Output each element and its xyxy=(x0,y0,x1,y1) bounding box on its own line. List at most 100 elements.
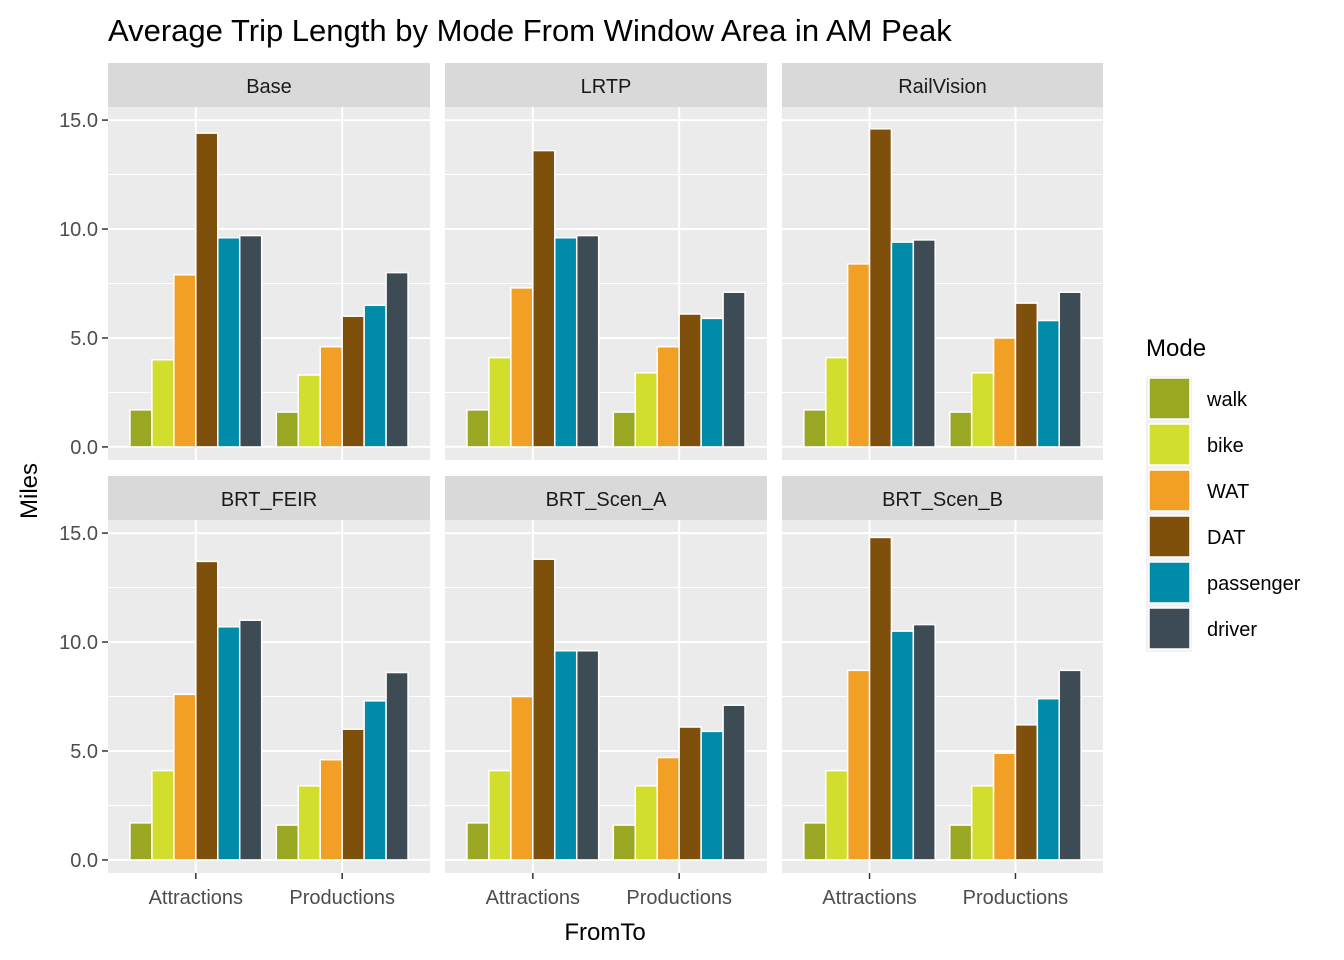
bar-bike xyxy=(488,356,512,448)
bar-walk xyxy=(949,411,973,448)
y-tick-label: 5.0 xyxy=(70,328,98,350)
panel-RailVision: RailVision xyxy=(782,63,1103,460)
bar-driver xyxy=(722,704,746,861)
y-tick-label: 10.0 xyxy=(59,219,98,241)
y-tick-label: 15.0 xyxy=(59,523,98,545)
facet-label: Base xyxy=(246,76,292,98)
bar-bike xyxy=(488,769,512,861)
bar-bike xyxy=(634,785,658,861)
bar-driver xyxy=(238,619,263,861)
bar-DAT xyxy=(1014,302,1039,448)
bar-WAT xyxy=(656,345,680,448)
bar-WAT xyxy=(846,669,871,861)
legend-swatch-walk xyxy=(1148,377,1191,420)
legend-label: bike xyxy=(1207,435,1244,457)
x-axis-title: FromTo xyxy=(564,919,645,946)
facet-strip xyxy=(108,63,430,107)
y-tick-label: 15.0 xyxy=(59,110,98,132)
bar-bike xyxy=(970,372,995,448)
legend-swatch-WAT xyxy=(1148,469,1191,512)
bar-bike xyxy=(151,359,175,448)
bar-driver xyxy=(575,234,600,448)
panel-Base: Base 0.0 5.0 10.0 15.0 xyxy=(59,63,430,460)
x-tick-label: Attractions xyxy=(486,887,580,909)
bar-walk xyxy=(129,822,153,861)
panel-BRT_FEIR: BRT_FEIR 0.0 5.0 10.0 15.0 Attractions Product… xyxy=(59,476,430,909)
bar-passenger xyxy=(700,730,724,861)
bar-passenger xyxy=(217,236,241,448)
bar-walk xyxy=(275,824,300,861)
y-tick-label: 0.0 xyxy=(70,437,98,459)
bar-driver xyxy=(238,234,263,448)
bar-WAT xyxy=(173,693,197,861)
facet-strip xyxy=(445,476,767,520)
bar-WAT xyxy=(173,274,197,448)
facet-label: BRT_Scen_B xyxy=(882,489,1003,511)
bar-bike xyxy=(825,356,849,448)
bar-DAT xyxy=(341,728,365,861)
y-tick-label: 5.0 xyxy=(70,741,98,763)
y-tick-label: 10.0 xyxy=(59,632,98,654)
facet-label: BRT_FEIR xyxy=(221,489,317,511)
bar-passenger xyxy=(700,317,724,448)
bar-driver xyxy=(385,671,409,861)
bar-walk xyxy=(612,411,637,448)
facet-strip xyxy=(108,476,430,520)
facet-label: LRTP xyxy=(581,76,632,98)
x-tick-label: Attractions xyxy=(149,887,243,909)
bar-WAT xyxy=(510,287,534,448)
bar-WAT xyxy=(992,337,1017,448)
facet-label: BRT_Scen_A xyxy=(546,489,667,511)
legend-label: passenger xyxy=(1207,573,1301,595)
chart-panels: Base 0.0 5.0 10.0 15.0 LRTP RailVision BRT_FEIR… xyxy=(59,63,1103,909)
bar-driver xyxy=(385,271,409,448)
bar-walk xyxy=(466,409,490,448)
bar-DAT xyxy=(868,128,893,448)
bar-DAT xyxy=(678,313,702,448)
legend-swatch-DAT xyxy=(1148,515,1191,558)
panel-BRT_Scen_A: BRT_Scen_A Attractions Productions xyxy=(445,476,767,909)
y-axis-title: Miles xyxy=(16,463,43,519)
bar-DAT xyxy=(678,726,702,861)
bar-driver xyxy=(1058,291,1082,448)
bar-driver xyxy=(722,291,746,448)
bar-driver xyxy=(575,649,600,861)
facet-strip xyxy=(782,63,1103,107)
chart-title: Average Trip Length by Mode From Window … xyxy=(108,13,952,48)
legend-label: driver xyxy=(1207,619,1257,641)
bar-WAT xyxy=(319,758,343,861)
bar-passenger xyxy=(363,700,387,861)
panel-BRT_Scen_B: BRT_Scen_B Attractions Productions xyxy=(782,476,1103,909)
y-tick-label: 0.0 xyxy=(70,850,98,872)
bar-passenger xyxy=(1036,697,1060,861)
bar-walk xyxy=(466,822,490,861)
bar-walk xyxy=(129,409,153,448)
bar-DAT xyxy=(868,536,893,861)
bar-WAT xyxy=(510,695,534,861)
bar-WAT xyxy=(992,752,1017,861)
bar-passenger xyxy=(554,236,578,448)
x-tick-label: Attractions xyxy=(822,887,916,909)
bar-DAT xyxy=(532,558,556,861)
bar-bike xyxy=(970,785,995,861)
legend-label: DAT xyxy=(1207,527,1246,549)
bar-walk xyxy=(275,411,300,448)
bar-bike xyxy=(151,769,175,861)
bar-walk xyxy=(949,824,973,861)
bar-WAT xyxy=(846,263,871,448)
bar-passenger xyxy=(890,241,915,448)
bar-driver xyxy=(1058,669,1082,861)
bar-passenger xyxy=(1036,319,1060,448)
x-tick-label: Productions xyxy=(289,887,395,909)
legend-label: walk xyxy=(1206,389,1248,411)
bar-DAT xyxy=(341,315,365,448)
bar-DAT xyxy=(195,560,219,861)
legend: Mode walk bike WAT DAT passenger driver xyxy=(1146,335,1301,652)
bar-walk xyxy=(612,824,637,861)
bar-passenger xyxy=(890,630,915,861)
bar-walk xyxy=(803,822,827,861)
bar-driver xyxy=(912,239,936,448)
x-tick-label: Productions xyxy=(626,887,732,909)
legend-title: Mode xyxy=(1146,335,1206,362)
facet-label: RailVision xyxy=(898,76,987,98)
